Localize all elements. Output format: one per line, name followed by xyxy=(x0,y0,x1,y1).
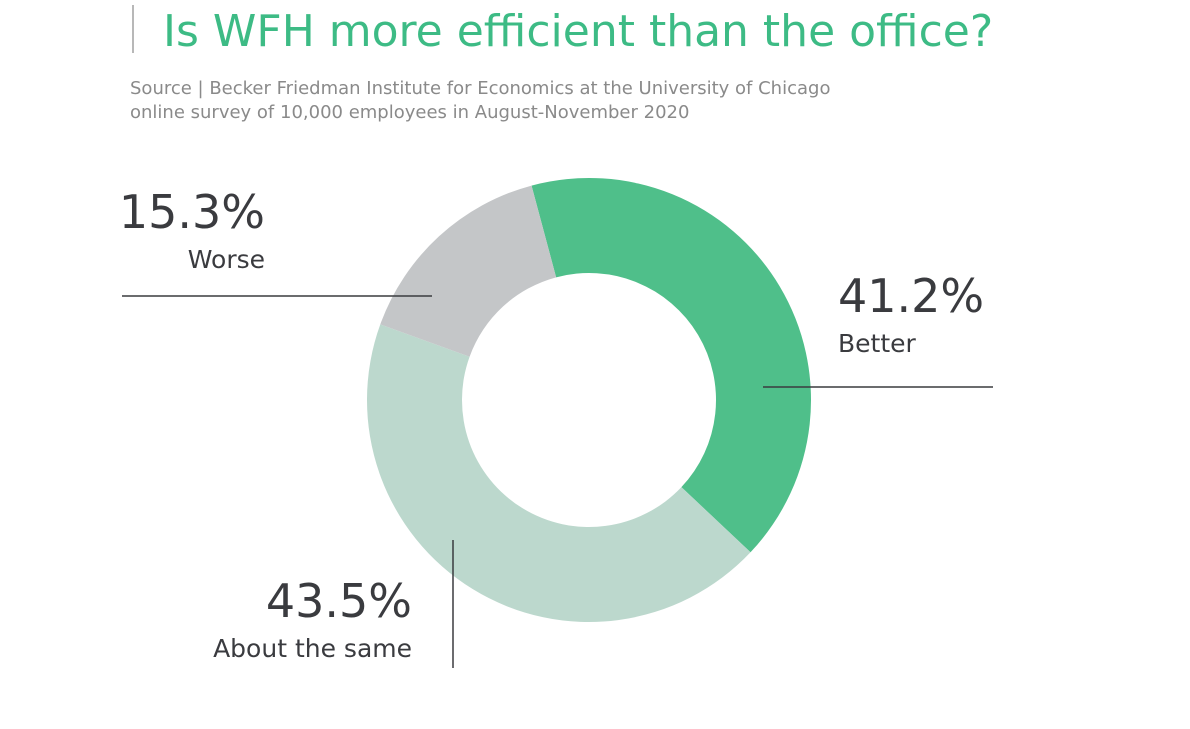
category-label: Better xyxy=(838,329,917,358)
value-label: 43.5% xyxy=(266,574,412,628)
category-label: About the same xyxy=(213,634,412,663)
value-label: 15.3% xyxy=(119,185,265,239)
subtitle: online survey of 10,000 employees in Aug… xyxy=(130,102,689,123)
subtitle: Source | Becker Friedman Institute for E… xyxy=(130,78,830,99)
chart-title: Is WFH more efficient than the office? xyxy=(163,6,993,57)
value-label: 41.2% xyxy=(838,269,984,323)
donut-slice xyxy=(531,178,811,553)
donut-slice xyxy=(380,185,557,357)
category-label: Worse xyxy=(188,245,265,274)
donut-slice xyxy=(367,324,751,622)
